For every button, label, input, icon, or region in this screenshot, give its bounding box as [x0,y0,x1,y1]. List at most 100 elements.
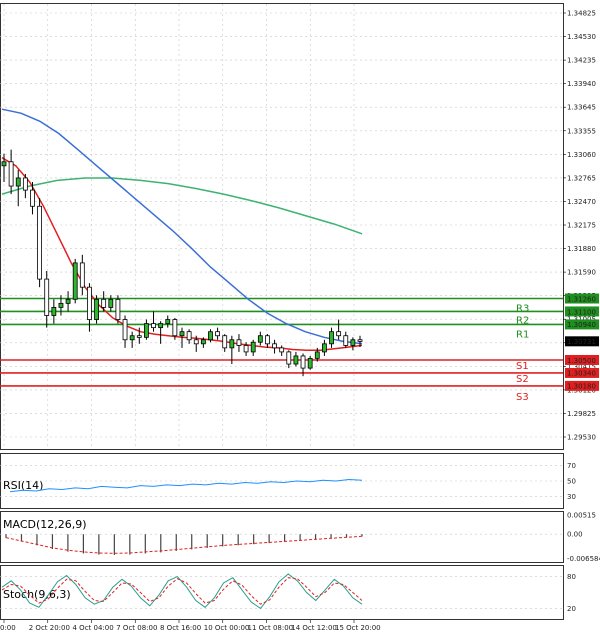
candle-body [257,335,263,343]
stoch-d-line [1,577,363,605]
rsi-line [9,478,363,493]
price-tick-label: 1.33940 [567,80,596,88]
level-tag-s3 [565,380,599,391]
level-label-s1: S1 [516,361,529,372]
candle-body [300,355,306,369]
rsi-tick-label: 50 [567,478,576,486]
price-panel-frame [0,3,564,450]
time-tick-label: 11 Oct 08:00 [248,624,294,632]
time-tick-label: 2 Oct 20:00 [29,624,70,632]
support-resistance-lines: R1 1.30940 R2 1.31100 R3 1.31260 S1 1.30500 S2 1.… [0,293,599,403]
macd-tick-label: -0.006584 [567,555,600,563]
price-tick-label: 1.32470 [567,198,596,206]
candle-body [129,335,135,341]
candle-body [343,335,349,346]
candle-body [94,298,99,320]
price-tick-label: 1.32175 [567,222,596,230]
candle-body [229,339,235,349]
candle-body [115,298,121,320]
rsi-body: 70 50 30 [0,462,576,501]
candle-body [329,331,334,345]
time-tick-label: 15 Oct 20:00 [335,624,381,632]
time-tick-label: 8 Oct 16:00 [160,624,201,632]
candle-body [136,335,142,338]
macd-tick-label: 0.00 [567,531,583,539]
ma-slow-line [1,177,363,235]
candle-body [336,331,342,337]
candle-body [8,161,14,187]
candle-body [193,339,199,345]
rsi-tick-label: 70 [567,462,576,470]
current-price-text: 1.30731 [567,338,596,346]
price-tick-label: 1.31590 [567,269,596,277]
level-tag-r3 [565,293,599,304]
level-tag-text-s1: 1.30500 [567,357,596,365]
level-tag-s1 [565,355,599,365]
macd-body: 0.00515 0.00 -0.006584 [0,512,600,563]
stoch-k-line [1,573,363,610]
candle-body [65,298,71,304]
stoch-label: Stoch(9,6,3) [3,588,71,601]
price-tick-label: 1.29825 [567,410,596,418]
candle-body [122,319,128,341]
candle-body [293,355,299,365]
candle-body [200,339,206,345]
level-tag-r1 [565,319,599,330]
stoch-panel-frame [0,565,564,620]
candle-body [321,343,327,353]
level-tag-text-r3: 1.31260 [567,295,596,303]
level-label-s3: S3 [516,392,529,403]
candle-body [186,331,192,341]
candle-body [208,331,213,341]
candle-body [87,286,92,320]
level-label-r3: R3 [516,304,529,315]
level-label-s2: S2 [516,374,529,385]
candle-body [350,339,356,346]
candle-body [250,341,256,353]
macd-tick-label: 0.00515 [567,512,596,520]
candle-body [58,302,64,308]
candle-body [215,331,221,337]
candle-body [37,205,42,280]
candle-body [357,339,363,342]
price-tick-label: 1.31880 [567,245,596,253]
price-tick-label: 1.34825 [567,10,596,18]
level-tag-text-s2: 1.30340 [567,370,596,378]
stoch-tick-label: 80 [567,573,576,581]
candle-body [79,262,85,288]
rsi-panel: RSI(14) 70 50 30 [0,453,576,509]
candle-body [307,357,313,369]
price-tick-label: 1.34530 [567,33,596,41]
candle-body [272,343,277,349]
rsi-label: RSI(14) [3,479,43,492]
level-tag-text-r1: 1.30940 [567,321,596,329]
price-tick-label: 1.33060 [567,151,596,159]
stoch-panel: Stoch(9,6,3) 80 20 [0,565,576,620]
ma-mid-line [1,108,363,345]
candle-body [44,278,50,316]
rsi-tick-label: 30 [567,493,576,501]
candle-body [279,347,285,353]
candle-body [158,323,164,329]
candle-body [172,319,178,337]
macd-signal-line [5,535,363,554]
time-tick-label: 10 Oct 00:00 [204,624,250,632]
current-price-tag [565,336,599,347]
price-tick-label: 1.34235 [567,57,596,65]
candle-body [15,177,21,187]
time-tick-label: 4 Oct 04:00 [73,624,114,632]
candle-body [265,335,270,345]
time-tick-label: 0:00 [0,624,16,632]
time-axis: 0:00 2 Oct 20:00 4 Oct 04:00 7 Oct 08:00 8 O… [0,620,381,632]
candle-body [108,298,114,308]
candle-body [286,351,292,365]
candle-body [101,298,107,308]
candlesticks [1,149,363,377]
candle-body [314,351,320,359]
level-label-r2: R2 [516,315,529,326]
level-label-r1: R1 [516,329,529,340]
price-tick-label: 1.30415 [567,363,596,371]
candle-body [236,339,242,346]
level-tag-text-r2: 1.31100 [567,308,596,316]
